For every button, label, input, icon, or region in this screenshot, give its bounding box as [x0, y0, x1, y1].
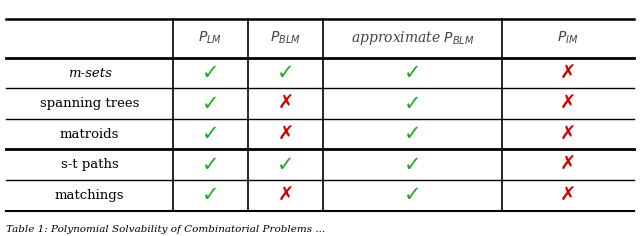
- Text: ✗: ✗: [559, 155, 576, 174]
- Text: matroids: matroids: [60, 128, 119, 141]
- Text: ✓: ✓: [202, 185, 219, 205]
- Text: s-t paths: s-t paths: [61, 158, 118, 171]
- Text: ✓: ✓: [404, 124, 421, 144]
- Text: ✓: ✓: [404, 185, 421, 205]
- Text: ✓: ✓: [276, 155, 294, 175]
- Text: Table 1: Polynomial Solvability of Combinatorial Problems ...: Table 1: Polynomial Solvability of Combi…: [6, 225, 326, 234]
- Text: $P_{BLM}$: $P_{BLM}$: [270, 30, 301, 46]
- Text: $P_{LM}$: $P_{LM}$: [198, 30, 222, 46]
- Text: m-sets: m-sets: [68, 67, 111, 80]
- Text: ✓: ✓: [404, 63, 421, 83]
- Text: approximate $P_{BLM}$: approximate $P_{BLM}$: [351, 29, 474, 47]
- Text: ✗: ✗: [559, 94, 576, 113]
- Text: ✗: ✗: [277, 94, 294, 113]
- Text: ✓: ✓: [404, 155, 421, 175]
- Text: ✓: ✓: [202, 94, 219, 114]
- Text: ✓: ✓: [202, 63, 219, 83]
- Text: matchings: matchings: [55, 189, 124, 202]
- Text: ✗: ✗: [559, 64, 576, 83]
- Text: ✗: ✗: [277, 125, 294, 144]
- Text: ✗: ✗: [559, 125, 576, 144]
- Text: ✓: ✓: [404, 94, 421, 114]
- Text: ✓: ✓: [202, 124, 219, 144]
- Text: ✗: ✗: [277, 186, 294, 205]
- Text: spanning trees: spanning trees: [40, 97, 139, 110]
- Text: ✓: ✓: [202, 155, 219, 175]
- Text: ✓: ✓: [276, 63, 294, 83]
- Text: ✗: ✗: [559, 186, 576, 205]
- Text: $P_{IM}$: $P_{IM}$: [557, 30, 579, 46]
